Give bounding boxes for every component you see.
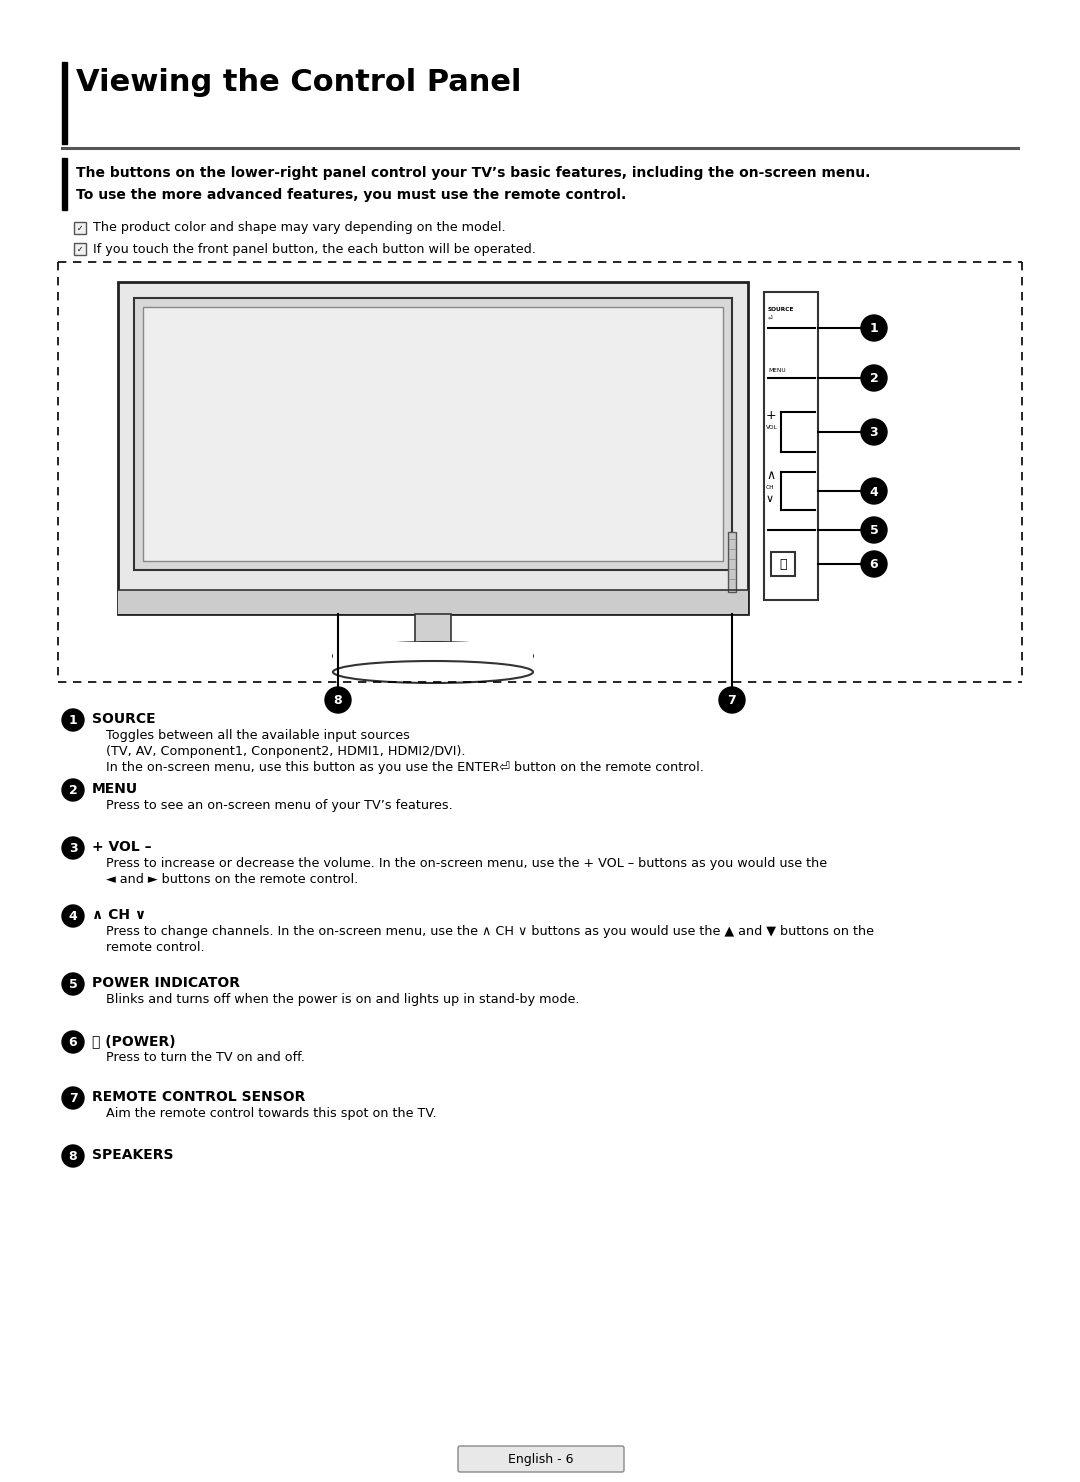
Text: 1: 1 [869, 323, 878, 335]
Circle shape [861, 419, 887, 445]
Text: The product color and shape may vary depending on the model.: The product color and shape may vary dep… [93, 221, 505, 234]
Text: To use the more advanced features, you must use the remote control.: To use the more advanced features, you m… [76, 188, 626, 202]
Text: ⏻ (POWER): ⏻ (POWER) [92, 1034, 176, 1048]
Bar [118, 282, 748, 614]
FancyBboxPatch shape [75, 243, 86, 255]
FancyBboxPatch shape [458, 1446, 624, 1472]
Circle shape [62, 1146, 84, 1166]
Bar [134, 298, 732, 571]
Bar [415, 614, 451, 645]
Text: POWER INDICATOR: POWER INDICATOR [92, 977, 240, 990]
Text: Viewing the Control Panel: Viewing the Control Panel [76, 68, 522, 96]
Circle shape [719, 688, 745, 713]
Bar [62, 159, 67, 210]
Bar [771, 551, 795, 576]
Text: ⏻: ⏻ [780, 559, 786, 572]
Text: 7: 7 [728, 695, 737, 707]
Circle shape [62, 837, 84, 860]
Text: Blinks and turns off when the power is on and lights up in stand-by mode.: Blinks and turns off when the power is o… [106, 993, 580, 1006]
Text: SPEAKERS: SPEAKERS [92, 1149, 174, 1162]
Text: MENU: MENU [92, 782, 138, 796]
Text: ⏎: ⏎ [768, 316, 772, 322]
Text: 3: 3 [69, 842, 78, 855]
Text: MENU: MENU [768, 368, 785, 373]
Text: 8: 8 [69, 1150, 78, 1163]
Text: 7: 7 [69, 1092, 78, 1106]
Circle shape [861, 365, 887, 391]
Text: The buttons on the lower-right panel control your TV’s basic features, including: The buttons on the lower-right panel con… [76, 166, 870, 179]
Ellipse shape [333, 661, 534, 683]
Circle shape [62, 1031, 84, 1054]
Text: remote control.: remote control. [106, 941, 204, 954]
Bar [62, 62, 67, 144]
Circle shape [62, 708, 84, 731]
Text: 6: 6 [869, 559, 878, 572]
Text: ✓: ✓ [77, 224, 83, 233]
Text: If you touch the front panel button, the each button will be operated.: If you touch the front panel button, the… [93, 243, 536, 255]
Text: Press to change channels. In the on-screen menu, use the ∧ CH ∨ buttons as you w: Press to change channels. In the on-scre… [106, 925, 874, 938]
Bar [118, 590, 748, 614]
Text: 6: 6 [69, 1036, 78, 1049]
Text: (TV, AV, Component1, Conponent2, HDMI1, HDMI2/DVI).: (TV, AV, Component1, Conponent2, HDMI1, … [106, 745, 465, 757]
Bar [728, 532, 735, 591]
Text: CH: CH [766, 485, 774, 491]
Text: ∧ CH ∨: ∧ CH ∨ [92, 908, 146, 922]
Text: 5: 5 [69, 978, 78, 991]
Text: Press to turn the TV on and off.: Press to turn the TV on and off. [106, 1051, 305, 1064]
Text: SOURCE: SOURCE [92, 711, 156, 726]
Text: ◄ and ► buttons on the remote control.: ◄ and ► buttons on the remote control. [106, 873, 359, 886]
Text: Press to see an on-screen menu of your TV’s features.: Press to see an on-screen menu of your T… [106, 799, 453, 812]
Circle shape [861, 551, 887, 576]
Text: 1: 1 [69, 714, 78, 728]
Text: 4: 4 [869, 486, 878, 498]
Text: +: + [766, 409, 777, 422]
Text: REMOTE CONTROL SENSOR: REMOTE CONTROL SENSOR [92, 1089, 306, 1104]
Circle shape [62, 1086, 84, 1109]
Ellipse shape [333, 642, 534, 670]
Text: 8: 8 [334, 695, 342, 707]
Text: Press to increase or decrease the volume. In the on-screen menu, use the + VOL –: Press to increase or decrease the volume… [106, 857, 827, 870]
Circle shape [861, 316, 887, 341]
Circle shape [325, 688, 351, 713]
Text: Aim the remote control towards this spot on the TV.: Aim the remote control towards this spot… [106, 1107, 436, 1120]
Bar [333, 642, 534, 671]
Text: Toggles between all the available input sources: Toggles between all the available input … [106, 729, 410, 742]
Circle shape [62, 780, 84, 800]
Circle shape [62, 906, 84, 928]
Text: SOURCE: SOURCE [768, 307, 795, 313]
Text: ∧: ∧ [766, 468, 775, 482]
Circle shape [861, 517, 887, 542]
FancyBboxPatch shape [75, 222, 86, 234]
Text: 5: 5 [869, 525, 878, 538]
Text: ✓: ✓ [77, 245, 83, 253]
Circle shape [62, 974, 84, 994]
Circle shape [861, 479, 887, 504]
Text: 3: 3 [869, 427, 878, 440]
Bar [143, 307, 723, 562]
Text: English - 6: English - 6 [509, 1452, 573, 1466]
Text: + VOL –: + VOL – [92, 840, 151, 854]
Bar [764, 292, 818, 600]
Text: ∨: ∨ [766, 494, 774, 504]
Text: In the on-screen menu, use this button as you use the ENTER⏎ button on the remot: In the on-screen menu, use this button a… [106, 760, 704, 774]
Text: 2: 2 [69, 784, 78, 797]
Text: VOL: VOL [766, 425, 778, 430]
Text: 2: 2 [869, 372, 878, 385]
Text: 4: 4 [69, 910, 78, 923]
